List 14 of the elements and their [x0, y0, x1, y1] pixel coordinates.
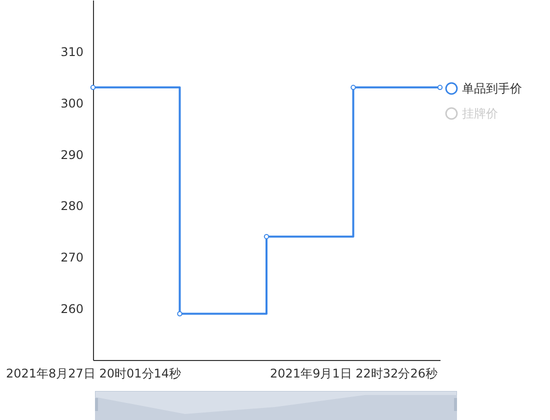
- x-tick-label: 2021年9月1日 22时32分26秒: [270, 366, 438, 380]
- y-tick-label: 300: [60, 96, 84, 110]
- point: [350, 84, 356, 90]
- y-tick-label: 280: [60, 199, 84, 214]
- point: [177, 311, 182, 316]
- y-tick-label: 270: [60, 250, 84, 265]
- legend-label: 单品到手价: [462, 82, 522, 96]
- point: [437, 84, 443, 90]
- point: [90, 84, 96, 90]
- y-tick-label: 290: [60, 148, 84, 162]
- y-tick-label: 260: [60, 302, 84, 316]
- point: [264, 234, 270, 240]
- y-tick-label: 310: [60, 44, 84, 59]
- x-tick-label: 2021年8月27日 20时01分14秒: [6, 366, 182, 380]
